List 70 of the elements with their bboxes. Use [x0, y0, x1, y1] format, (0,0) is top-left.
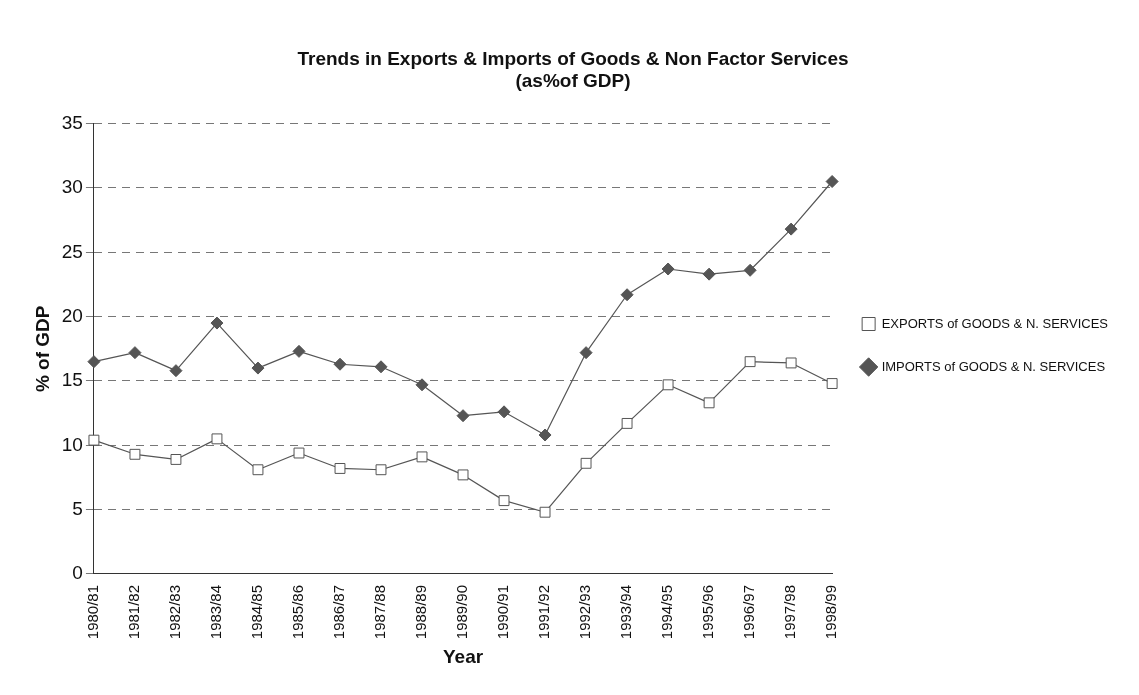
point — [661, 262, 675, 276]
point — [538, 428, 552, 442]
point — [579, 346, 593, 360]
point — [374, 360, 388, 374]
y-tick-label: 0 — [72, 562, 83, 584]
x-axis-title: Year — [442, 645, 484, 667]
x-tick-label: 1988/89 — [412, 584, 430, 640]
x-tick-label: 1980/81 — [84, 584, 102, 640]
point — [210, 316, 224, 330]
x-tick-label: 1998/99 — [822, 584, 840, 640]
point — [620, 288, 634, 302]
x-tick-label: 1982/83 — [166, 584, 184, 640]
y-tick-label: 15 — [61, 369, 83, 391]
x-tick-label: 1989/90 — [453, 584, 471, 640]
point — [539, 506, 551, 518]
y-tick-label: 20 — [61, 304, 83, 326]
y-axis-title: % of GDP — [31, 305, 53, 393]
point — [170, 454, 182, 465]
point — [621, 417, 633, 429]
x-tick-label: 1986/87 — [330, 584, 348, 640]
x-tick-label: 1983/84 — [207, 584, 225, 640]
x-tick-label: 1987/88 — [371, 584, 389, 640]
point — [498, 495, 510, 507]
point — [825, 175, 839, 189]
legend-label: EXPORTS of GOODS & N. SERVICES — [881, 315, 1109, 331]
point — [662, 379, 674, 391]
legend-label: IMPORTS of GOODS & N. SERVICES — [881, 358, 1106, 374]
point — [415, 378, 429, 392]
point — [333, 357, 347, 371]
x-tick-label: 1985/86 — [289, 584, 307, 640]
point — [334, 463, 346, 474]
y-tick-label: 30 — [61, 176, 83, 198]
point — [416, 451, 428, 463]
x-tick-label: 1997/98 — [781, 584, 799, 640]
point — [293, 447, 305, 459]
x-tick-label: 1981/82 — [125, 584, 143, 640]
point — [703, 397, 715, 409]
x-tick-label: 1990/91 — [494, 584, 512, 640]
x-tick-label: 1992/93 — [576, 584, 594, 640]
x-tick-label: 1994/95 — [658, 584, 676, 640]
point — [744, 356, 756, 368]
y-tick-label: 10 — [61, 433, 83, 455]
point — [456, 409, 470, 423]
x-tick-label: 1991/92 — [535, 584, 553, 640]
y-tick-label: 5 — [72, 497, 83, 519]
point — [743, 263, 757, 277]
point — [211, 433, 223, 445]
x-tick-label: 1996/97 — [740, 584, 758, 640]
point — [169, 364, 183, 378]
point — [129, 448, 141, 460]
point — [580, 457, 592, 469]
point — [785, 357, 797, 369]
point — [88, 434, 100, 446]
point — [497, 405, 511, 419]
point — [784, 222, 798, 236]
point — [252, 464, 264, 476]
point — [128, 346, 142, 360]
point — [826, 378, 838, 389]
x-tick-label: 1995/96 — [699, 584, 717, 640]
y-tick-label: 35 — [61, 111, 83, 133]
chart-title: Trends in Exports & Imports of Goods & Non Factor Services (as%of GDP) — [297, 47, 849, 92]
x-tick-label: 1984/85 — [248, 584, 266, 640]
point — [375, 464, 387, 476]
point — [251, 361, 265, 375]
point — [702, 267, 716, 281]
x-tick-label: 1993/94 — [617, 584, 635, 640]
point — [292, 344, 306, 358]
point — [457, 469, 469, 481]
y-tick-label: 25 — [61, 240, 83, 262]
point — [87, 355, 101, 369]
